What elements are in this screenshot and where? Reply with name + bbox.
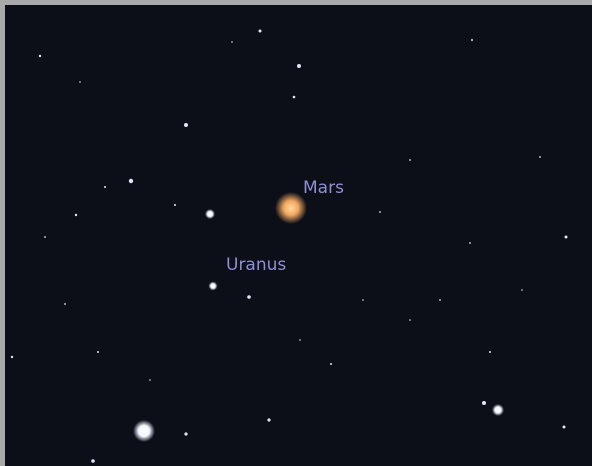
star — [149, 379, 151, 381]
star — [184, 123, 188, 127]
star — [205, 209, 215, 219]
star — [174, 204, 176, 206]
star — [563, 426, 566, 429]
star — [469, 242, 471, 244]
star — [521, 289, 523, 291]
star — [565, 236, 568, 239]
star — [97, 351, 99, 353]
star — [79, 81, 81, 83]
star — [267, 418, 270, 421]
star — [409, 159, 411, 161]
star — [293, 96, 296, 99]
star — [330, 363, 332, 365]
star — [482, 401, 486, 405]
star — [471, 39, 473, 41]
star — [299, 339, 301, 341]
star — [64, 303, 66, 305]
star — [91, 459, 95, 463]
star — [409, 319, 411, 321]
star — [231, 41, 233, 43]
star — [297, 64, 301, 68]
planet-label: Mars — [303, 178, 344, 198]
planet-label: Uranus — [226, 255, 286, 275]
star — [184, 432, 187, 435]
uranus-marker — [209, 282, 218, 291]
star — [44, 236, 46, 238]
star — [133, 420, 155, 442]
star — [362, 299, 364, 301]
star — [104, 186, 106, 188]
star — [247, 295, 251, 299]
sky-view: Mars Uranus — [0, 0, 592, 466]
star — [75, 214, 77, 216]
star — [259, 30, 262, 33]
star — [489, 351, 491, 353]
star — [379, 211, 381, 213]
star — [539, 156, 541, 158]
star — [439, 299, 441, 301]
star — [492, 404, 504, 416]
star — [39, 55, 41, 57]
page: Mars Uranus (() => { const data = JSON.p… — [0, 0, 592, 466]
sky-background — [5, 5, 592, 466]
star — [129, 179, 133, 183]
star — [11, 356, 13, 358]
